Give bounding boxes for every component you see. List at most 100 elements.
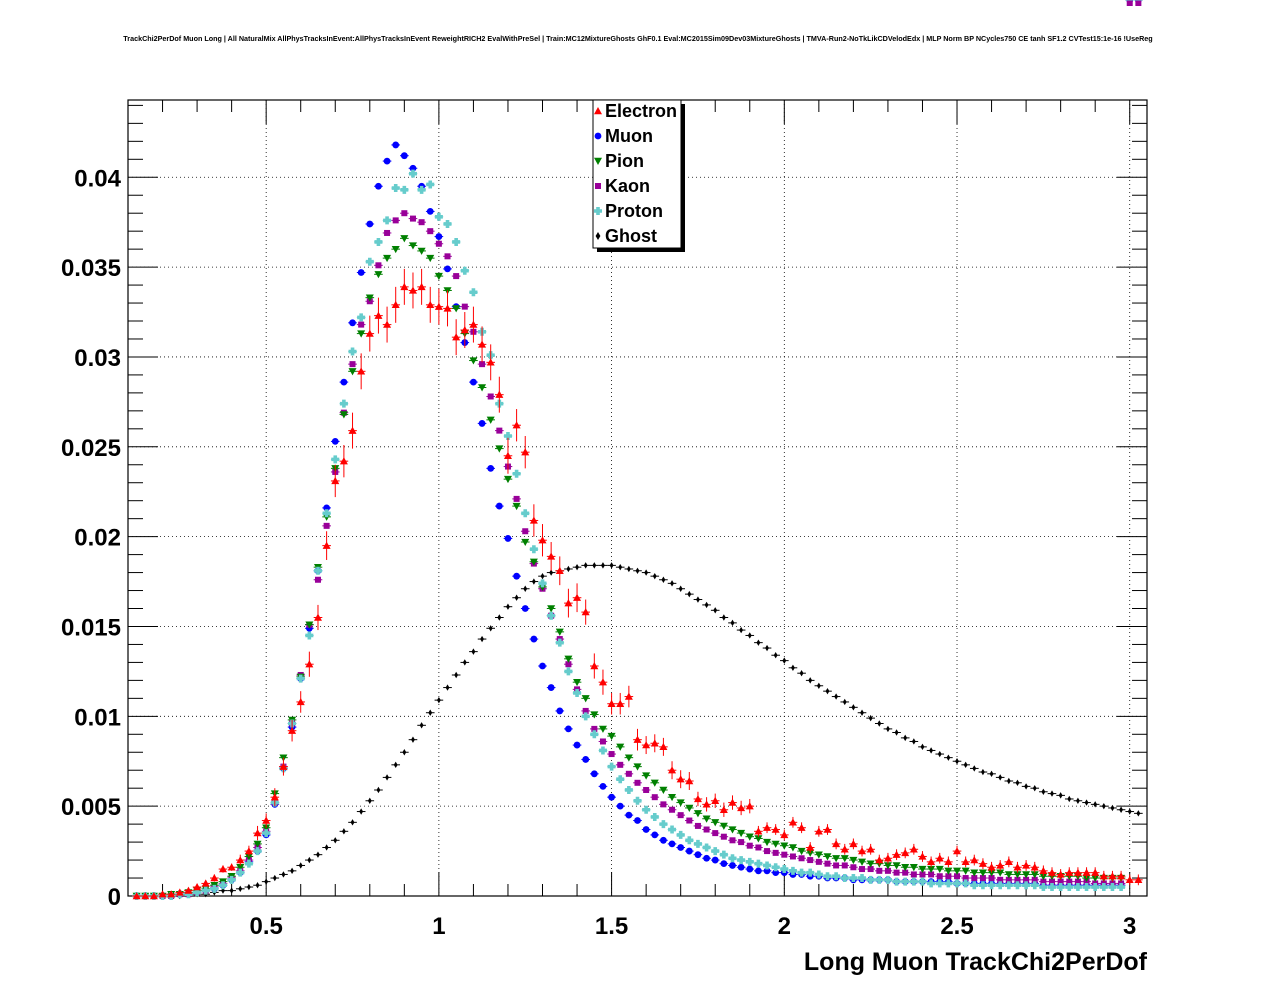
data-point (694, 851, 702, 859)
data-point (693, 794, 702, 803)
data-point (676, 799, 685, 807)
data-point (547, 684, 555, 691)
data-point (780, 865, 789, 874)
data-point (193, 888, 202, 897)
data-point (590, 770, 598, 778)
data-point (788, 818, 797, 826)
data-point (479, 361, 486, 368)
data-point (850, 864, 857, 871)
data-point (444, 265, 451, 273)
data-point (987, 881, 996, 890)
data-point (704, 601, 709, 609)
data-point (892, 877, 901, 886)
data-point (815, 858, 822, 865)
data-point (771, 840, 780, 848)
data-point (1032, 784, 1037, 792)
data-point (1101, 802, 1106, 810)
data-point (961, 867, 970, 875)
data-point (184, 890, 193, 899)
data-point (936, 873, 943, 880)
data-point (512, 421, 521, 429)
data-point (987, 863, 996, 871)
data-point (909, 864, 918, 872)
data-point (590, 730, 599, 739)
data-point (175, 888, 184, 896)
data-point (703, 826, 710, 833)
data-point (754, 859, 763, 868)
data-point (687, 590, 692, 598)
data-point (746, 842, 753, 849)
data-point (132, 892, 141, 900)
data-point (1119, 806, 1124, 813)
data-point (1030, 871, 1039, 879)
data-point (149, 892, 158, 900)
data-point (556, 707, 564, 715)
data-point (374, 311, 383, 319)
data-point (523, 585, 528, 592)
data-point (866, 875, 875, 884)
y-tick-label: 0.04 (74, 165, 121, 192)
data-point (963, 761, 968, 769)
data-point (504, 535, 512, 542)
x-tick-label: 0.5 (249, 913, 282, 940)
data-point (514, 594, 519, 601)
data-point (694, 822, 701, 829)
data-point (598, 725, 607, 733)
data-point (988, 875, 995, 882)
data-point (367, 797, 372, 804)
data-point (660, 836, 667, 844)
data-point (1022, 861, 1031, 869)
data-point (564, 599, 573, 607)
data-point (643, 786, 650, 793)
data-point (840, 845, 849, 853)
data-point (400, 282, 409, 291)
data-point (728, 854, 737, 863)
data-point (729, 837, 736, 844)
data-point (909, 845, 918, 853)
data-point (592, 562, 597, 569)
data-point (272, 874, 277, 882)
data-point (392, 141, 400, 149)
data-point (650, 812, 659, 821)
data-point (539, 662, 546, 670)
data-point (1039, 883, 1048, 892)
data-point (375, 262, 382, 269)
data-point (703, 854, 710, 862)
data-point (1039, 866, 1048, 875)
data-point (555, 628, 564, 636)
data-point (618, 563, 623, 571)
data-point (279, 762, 288, 770)
data-point (720, 860, 728, 868)
data-point (842, 698, 847, 706)
data-point (849, 874, 858, 883)
data-point (411, 736, 415, 743)
data-point (953, 847, 962, 855)
data-point (798, 855, 805, 862)
data-point (1136, 810, 1141, 817)
data-point (797, 823, 806, 831)
data-point (901, 848, 910, 857)
data-point (884, 867, 891, 874)
data-point (418, 219, 425, 226)
data-point (730, 619, 735, 627)
data-point (635, 567, 640, 574)
data-point (598, 746, 607, 755)
data-point (814, 870, 823, 879)
data-point (866, 845, 875, 853)
data-point (1084, 799, 1089, 806)
data-point (928, 871, 935, 878)
x-axis-tick-labels: 0.5 1 1.5 2 2.5 3 (249, 913, 1136, 940)
x-tick-label: 3 (1123, 913, 1136, 940)
data-point (892, 862, 901, 870)
data-point (573, 688, 582, 697)
data-point (478, 340, 487, 348)
legend-label: Kaon (605, 176, 650, 196)
data-point (1108, 872, 1117, 880)
data-point (581, 695, 590, 703)
data-point (366, 220, 374, 228)
data-point (598, 678, 607, 686)
data-point (642, 741, 651, 749)
data-point (998, 774, 1003, 781)
data-point (1056, 870, 1065, 878)
